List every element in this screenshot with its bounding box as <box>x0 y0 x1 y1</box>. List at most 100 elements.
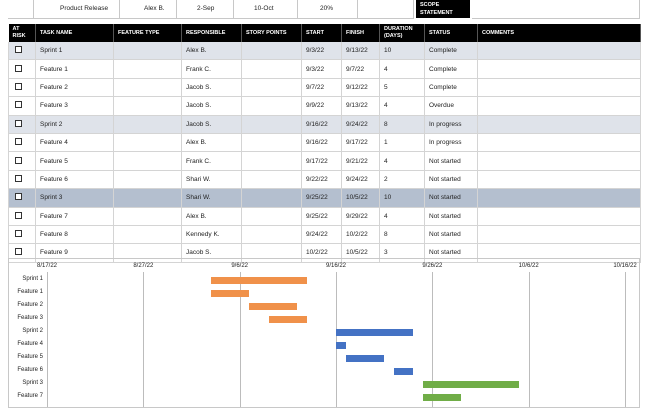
summary-start-date[interactable]: 2-Sep <box>177 0 234 19</box>
at-risk-checkbox[interactable] <box>15 119 22 127</box>
gantt-bar[interactable] <box>393 368 414 375</box>
feature-type-cell[interactable] <box>113 115 182 134</box>
duration-cell[interactable]: 2 <box>379 170 425 190</box>
story-points-cell[interactable] <box>241 170 302 190</box>
task-name-cell[interactable]: Feature 8 <box>35 225 114 245</box>
start-cell[interactable]: 9/22/22 <box>301 170 342 190</box>
start-cell[interactable]: 9/25/22 <box>301 207 342 226</box>
comments-cell[interactable] <box>477 225 641 245</box>
at-risk-checkbox[interactable] <box>15 174 22 182</box>
gantt-bar[interactable] <box>422 394 462 401</box>
at-risk-checkbox[interactable] <box>15 156 22 164</box>
duration-cell[interactable]: 4 <box>379 96 425 116</box>
story-points-cell[interactable] <box>241 188 302 208</box>
feature-type-cell[interactable] <box>113 151 182 171</box>
comments-cell[interactable] <box>477 133 641 153</box>
comments-cell[interactable] <box>477 188 641 208</box>
duration-cell[interactable]: 1 <box>379 133 425 153</box>
finish-cell[interactable]: 9/13/22 <box>341 42 380 61</box>
status-cell[interactable]: Not started <box>424 151 478 171</box>
finish-cell[interactable]: 9/12/22 <box>341 78 380 98</box>
finish-cell[interactable]: 9/29/22 <box>341 207 380 226</box>
task-name-cell[interactable]: Feature 6 <box>35 170 114 190</box>
responsible-cell[interactable]: Shari W. <box>181 170 242 190</box>
duration-cell[interactable]: 3 <box>379 243 425 263</box>
at-risk-checkbox[interactable] <box>15 138 22 146</box>
duration-cell[interactable]: 10 <box>379 188 425 208</box>
responsible-cell[interactable]: Frank C. <box>181 59 242 79</box>
responsible-cell[interactable]: Alex B. <box>181 42 242 61</box>
comments-cell[interactable] <box>477 42 641 61</box>
responsible-cell[interactable]: Shari W. <box>181 188 242 208</box>
at-risk-checkbox[interactable] <box>15 193 22 201</box>
story-points-cell[interactable] <box>241 151 302 171</box>
gantt-bar[interactable] <box>336 342 346 349</box>
status-cell[interactable]: Not started <box>424 170 478 190</box>
start-cell[interactable]: 9/25/22 <box>301 188 342 208</box>
feature-type-cell[interactable] <box>113 188 182 208</box>
comments-cell[interactable] <box>477 115 641 134</box>
responsible-cell[interactable]: Kennedy K. <box>181 225 242 245</box>
finish-cell[interactable]: 10/5/22 <box>341 243 380 263</box>
feature-type-cell[interactable] <box>113 225 182 245</box>
status-cell[interactable]: In progress <box>424 115 478 134</box>
story-points-cell[interactable] <box>241 115 302 134</box>
feature-type-cell[interactable] <box>113 133 182 153</box>
start-cell[interactable]: 9/7/22 <box>301 78 342 98</box>
start-cell[interactable]: 9/24/22 <box>301 225 342 245</box>
responsible-cell[interactable]: Alex B. <box>181 133 242 153</box>
comments-cell[interactable] <box>477 151 641 171</box>
duration-cell[interactable]: 8 <box>379 225 425 245</box>
gantt-bar[interactable] <box>345 355 385 362</box>
responsible-cell[interactable]: Jacob S. <box>181 115 242 134</box>
comments-cell[interactable] <box>477 96 641 116</box>
duration-cell[interactable]: 4 <box>379 59 425 79</box>
gantt-bar[interactable] <box>249 303 298 310</box>
feature-type-cell[interactable] <box>113 170 182 190</box>
feature-type-cell[interactable] <box>113 243 182 263</box>
feature-type-cell[interactable] <box>113 42 182 61</box>
comments-cell[interactable] <box>477 59 641 79</box>
comments-cell[interactable] <box>477 243 641 263</box>
responsible-cell[interactable]: Frank C. <box>181 151 242 171</box>
feature-type-cell[interactable] <box>113 96 182 116</box>
finish-cell[interactable]: 10/2/22 <box>341 225 380 245</box>
duration-cell[interactable]: 4 <box>379 207 425 226</box>
duration-cell[interactable]: 4 <box>379 151 425 171</box>
story-points-cell[interactable] <box>241 42 302 61</box>
finish-cell[interactable]: 10/5/22 <box>341 188 380 208</box>
feature-type-cell[interactable] <box>113 78 182 98</box>
start-cell[interactable]: 9/16/22 <box>301 115 342 134</box>
responsible-cell[interactable]: Jacob S. <box>181 96 242 116</box>
at-risk-checkbox[interactable] <box>15 82 22 90</box>
status-cell[interactable]: Not started <box>424 225 478 245</box>
task-name-cell[interactable]: Sprint 2 <box>35 115 114 134</box>
at-risk-checkbox[interactable] <box>15 248 22 256</box>
story-points-cell[interactable] <box>241 59 302 79</box>
duration-cell[interactable]: 8 <box>379 115 425 134</box>
gantt-bar[interactable] <box>210 290 250 297</box>
finish-cell[interactable]: 9/24/22 <box>341 115 380 134</box>
comments-cell[interactable] <box>477 207 641 226</box>
gantt-bar[interactable] <box>210 277 308 284</box>
task-name-cell[interactable]: Feature 4 <box>35 133 114 153</box>
gantt-bar[interactable] <box>422 381 520 388</box>
at-risk-checkbox[interactable] <box>15 211 22 219</box>
status-cell[interactable]: Not started <box>424 207 478 226</box>
task-name-cell[interactable]: Feature 5 <box>35 151 114 171</box>
story-points-cell[interactable] <box>241 133 302 153</box>
story-points-cell[interactable] <box>241 225 302 245</box>
at-risk-checkbox[interactable] <box>15 64 22 72</box>
feature-type-cell[interactable] <box>113 207 182 226</box>
finish-cell[interactable]: 9/21/22 <box>341 151 380 171</box>
status-cell[interactable]: Overdue <box>424 96 478 116</box>
task-name-cell[interactable]: Feature 9 <box>35 243 114 263</box>
story-points-cell[interactable] <box>241 207 302 226</box>
summary-project-name[interactable]: Product Release <box>34 0 120 19</box>
summary-end-date[interactable]: 10-Oct <box>234 0 298 19</box>
start-cell[interactable]: 9/17/22 <box>301 151 342 171</box>
responsible-cell[interactable]: Jacob S. <box>181 243 242 263</box>
task-name-cell[interactable]: Feature 2 <box>35 78 114 98</box>
summary-owner[interactable]: Alex B. <box>120 0 177 19</box>
duration-cell[interactable]: 10 <box>379 42 425 61</box>
